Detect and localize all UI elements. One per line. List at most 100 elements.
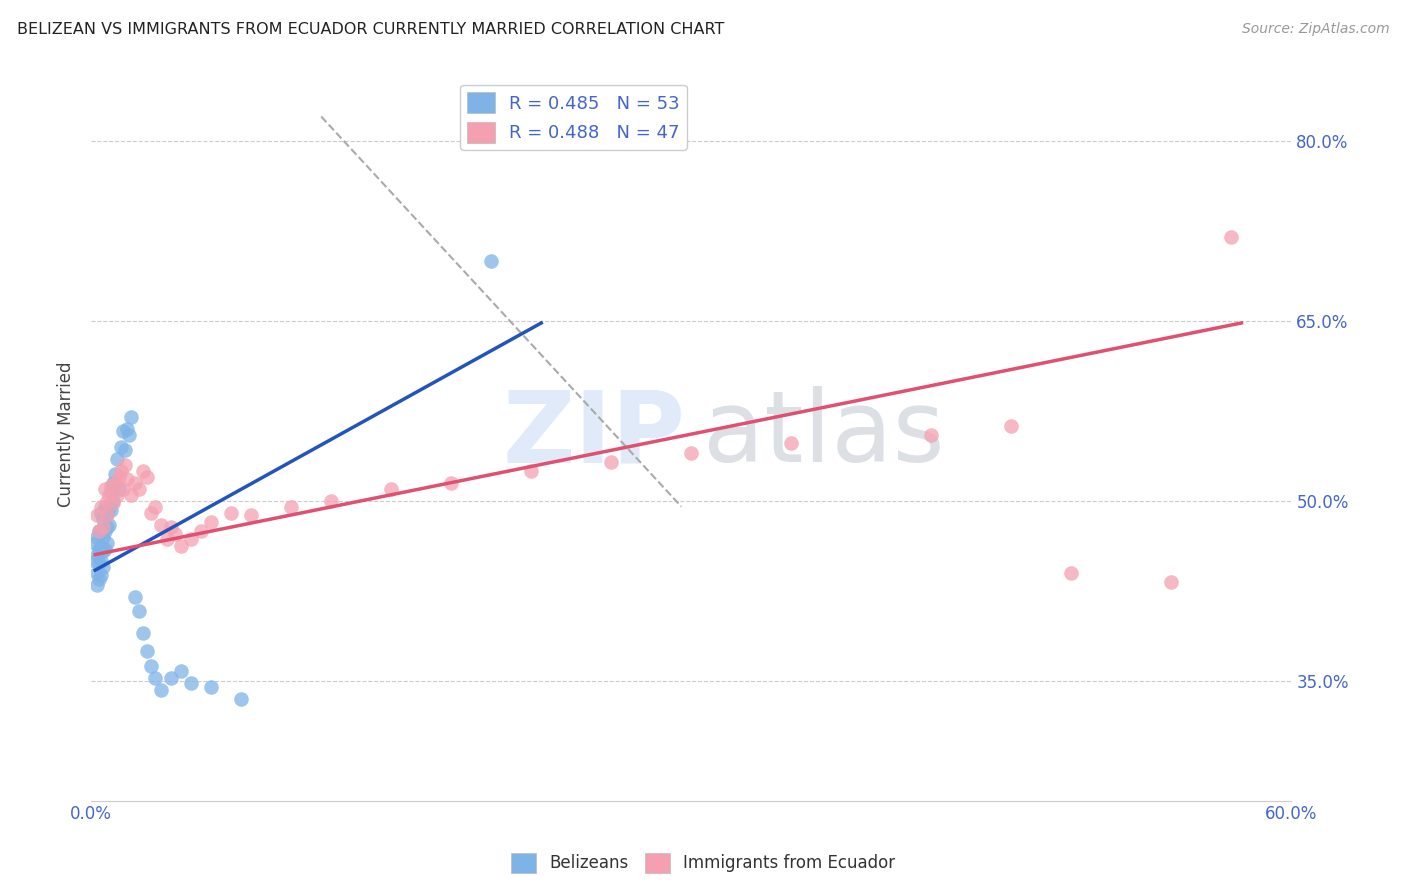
Point xyxy=(91,544,114,558)
Point xyxy=(124,475,146,490)
Point xyxy=(110,440,132,454)
Point xyxy=(1000,419,1022,434)
Point xyxy=(150,683,173,698)
Point xyxy=(90,524,112,538)
Point xyxy=(108,482,131,496)
Point xyxy=(110,464,132,478)
Point xyxy=(91,520,114,534)
Point xyxy=(180,532,202,546)
Point xyxy=(89,572,111,586)
Point xyxy=(94,500,117,514)
Point xyxy=(200,680,222,694)
Point xyxy=(132,625,155,640)
Point xyxy=(105,487,128,501)
Point xyxy=(104,475,127,490)
Point xyxy=(86,548,108,562)
Point xyxy=(89,524,111,538)
Point xyxy=(91,511,114,525)
Y-axis label: Currently Married: Currently Married xyxy=(58,362,75,508)
Point xyxy=(136,643,159,657)
Point xyxy=(321,493,343,508)
Point xyxy=(200,515,222,529)
Point xyxy=(94,541,117,556)
Point xyxy=(219,506,242,520)
Point xyxy=(520,464,543,478)
Point xyxy=(156,532,179,546)
Point xyxy=(101,496,124,510)
Point xyxy=(100,503,122,517)
Point xyxy=(104,467,127,482)
Point xyxy=(141,506,163,520)
Point xyxy=(1220,229,1243,244)
Point xyxy=(86,566,108,580)
Point xyxy=(120,487,142,501)
Point xyxy=(114,443,136,458)
Point xyxy=(96,520,118,534)
Point xyxy=(90,568,112,582)
Point xyxy=(170,539,193,553)
Point xyxy=(115,421,138,435)
Point xyxy=(89,556,111,570)
Point xyxy=(143,671,166,685)
Point xyxy=(84,535,107,549)
Point xyxy=(112,482,135,496)
Point xyxy=(1160,575,1182,590)
Point xyxy=(101,493,124,508)
Point xyxy=(98,487,121,501)
Text: BELIZEAN VS IMMIGRANTS FROM ECUADOR CURRENTLY MARRIED CORRELATION CHART: BELIZEAN VS IMMIGRANTS FROM ECUADOR CURR… xyxy=(17,22,724,37)
Point xyxy=(479,253,502,268)
Point xyxy=(89,541,111,556)
Point xyxy=(98,500,121,514)
Point xyxy=(90,539,112,553)
Point xyxy=(143,500,166,514)
Point xyxy=(920,427,942,442)
Point xyxy=(98,517,121,532)
Point xyxy=(1060,566,1083,580)
Point xyxy=(90,506,112,520)
Point xyxy=(96,508,118,522)
Point xyxy=(132,464,155,478)
Point xyxy=(96,506,118,520)
Point xyxy=(94,482,117,496)
Legend: R = 0.485   N = 53, R = 0.488   N = 47: R = 0.485 N = 53, R = 0.488 N = 47 xyxy=(460,85,688,150)
Point xyxy=(600,455,623,469)
Point xyxy=(150,517,173,532)
Point xyxy=(91,559,114,574)
Point xyxy=(96,493,118,508)
Point xyxy=(165,527,187,541)
Text: atlas: atlas xyxy=(703,386,945,483)
Point xyxy=(231,691,253,706)
Point xyxy=(86,508,108,522)
Point xyxy=(190,524,212,538)
Point xyxy=(120,409,142,424)
Point xyxy=(180,676,202,690)
Point xyxy=(112,424,135,438)
Point xyxy=(90,500,112,514)
Point xyxy=(170,664,193,678)
Point xyxy=(160,520,183,534)
Point xyxy=(380,482,402,496)
Point xyxy=(128,604,150,618)
Point xyxy=(780,436,803,450)
Text: Source: ZipAtlas.com: Source: ZipAtlas.com xyxy=(1241,22,1389,37)
Legend: Belizeans, Immigrants from Ecuador: Belizeans, Immigrants from Ecuador xyxy=(503,847,903,880)
Point xyxy=(90,553,112,567)
Point xyxy=(105,451,128,466)
Point xyxy=(124,590,146,604)
Point xyxy=(681,445,703,459)
Point xyxy=(240,508,263,522)
Point xyxy=(160,671,183,685)
Point xyxy=(114,458,136,472)
Point xyxy=(89,524,111,538)
Point xyxy=(280,500,302,514)
Point xyxy=(86,577,108,591)
Point xyxy=(86,530,108,544)
Point xyxy=(94,524,117,538)
Point xyxy=(115,472,138,486)
Point xyxy=(118,427,141,442)
Point xyxy=(91,530,114,544)
Point xyxy=(101,475,124,490)
Point xyxy=(100,479,122,493)
Point xyxy=(141,659,163,673)
Point xyxy=(96,535,118,549)
